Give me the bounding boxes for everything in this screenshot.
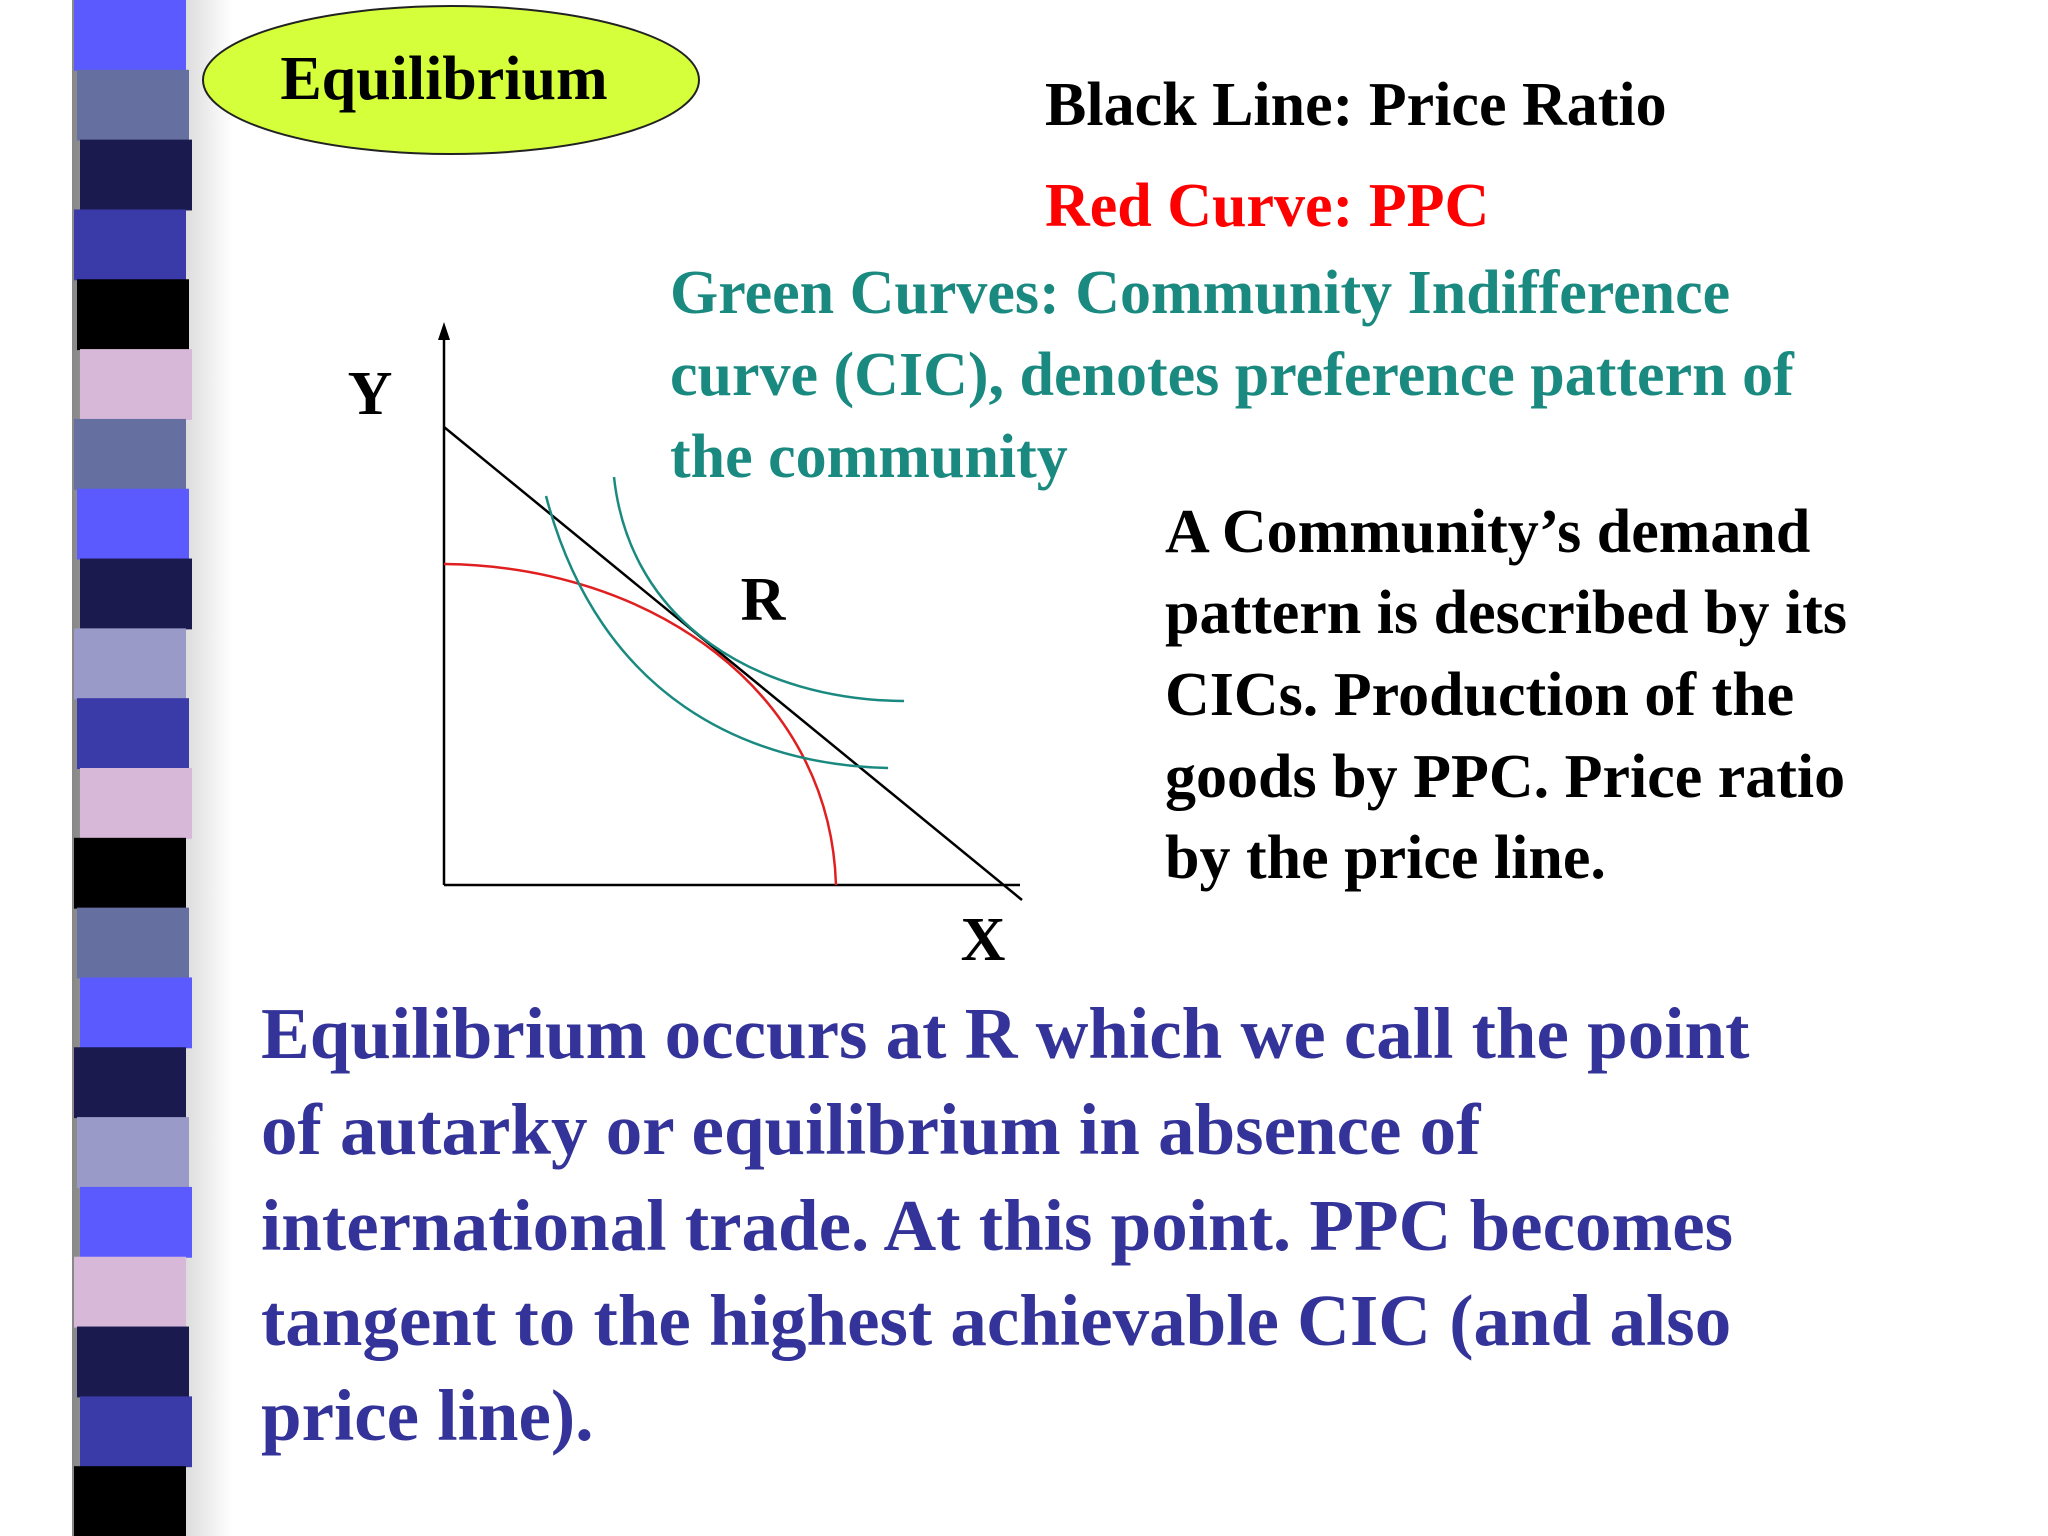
stripe — [77, 1326, 189, 1398]
conclusion: price line). — [261, 1375, 593, 1456]
stripe — [80, 139, 192, 211]
side-text: CICs. Production of the — [1165, 661, 1794, 729]
ppc-curve — [443, 562, 838, 886]
conclusion: of autarky or equilibrium in absence of — [261, 1089, 1482, 1170]
stripe — [77, 69, 189, 141]
stripe — [74, 1256, 186, 1328]
stripe — [77, 698, 189, 769]
decor-stripes — [74, 0, 192, 1536]
point-label: R — [741, 566, 787, 634]
stripe — [74, 628, 186, 700]
stripe — [80, 977, 192, 1049]
y-label: Y — [348, 360, 393, 428]
stripe — [80, 1396, 192, 1468]
title-badge — [202, 5, 700, 155]
stripe — [74, 1047, 186, 1119]
cic-curve — [544, 495, 889, 770]
side-text: by the price line. — [1165, 824, 1606, 892]
x-label: X — [961, 906, 1006, 974]
stripe — [80, 768, 192, 839]
stripe — [74, 837, 186, 909]
stripe — [74, 418, 186, 490]
conclusion: Equilibrium occurs at R which we call th… — [261, 993, 1749, 1074]
side-text: A Community’s demand — [1165, 498, 1810, 566]
stripe — [77, 488, 189, 560]
legend-green: the community — [670, 423, 1068, 491]
stripe — [74, 0, 186, 71]
stripe — [80, 1186, 192, 1258]
price-line — [443, 426, 1023, 901]
legend-red: Red Curve: PPC — [1045, 172, 1489, 240]
y-arrow — [438, 322, 450, 340]
title: Equilibrium — [280, 45, 607, 113]
stripe — [74, 209, 186, 281]
cic-curve — [612, 476, 905, 703]
stripe — [80, 558, 192, 630]
legend-black: Black Line: Price Ratio — [1045, 71, 1667, 139]
side-text: goods by PPC. Price ratio — [1165, 743, 1845, 811]
side-text: pattern is described by its — [1165, 579, 1847, 647]
legend-green: Green Curves: Community Indifference — [670, 259, 1730, 327]
conclusion: international trade. At this point. PPC … — [261, 1185, 1733, 1266]
stripe — [74, 1466, 186, 1536]
legend-green: curve (CIC), denotes preference pattern … — [670, 341, 1795, 409]
conclusion: tangent to the highest achievable CIC (a… — [261, 1280, 1731, 1361]
stripe — [77, 1117, 189, 1188]
stripe — [80, 349, 192, 420]
stripe — [77, 907, 189, 979]
diagram — [438, 322, 1023, 901]
stripe — [77, 279, 189, 351]
